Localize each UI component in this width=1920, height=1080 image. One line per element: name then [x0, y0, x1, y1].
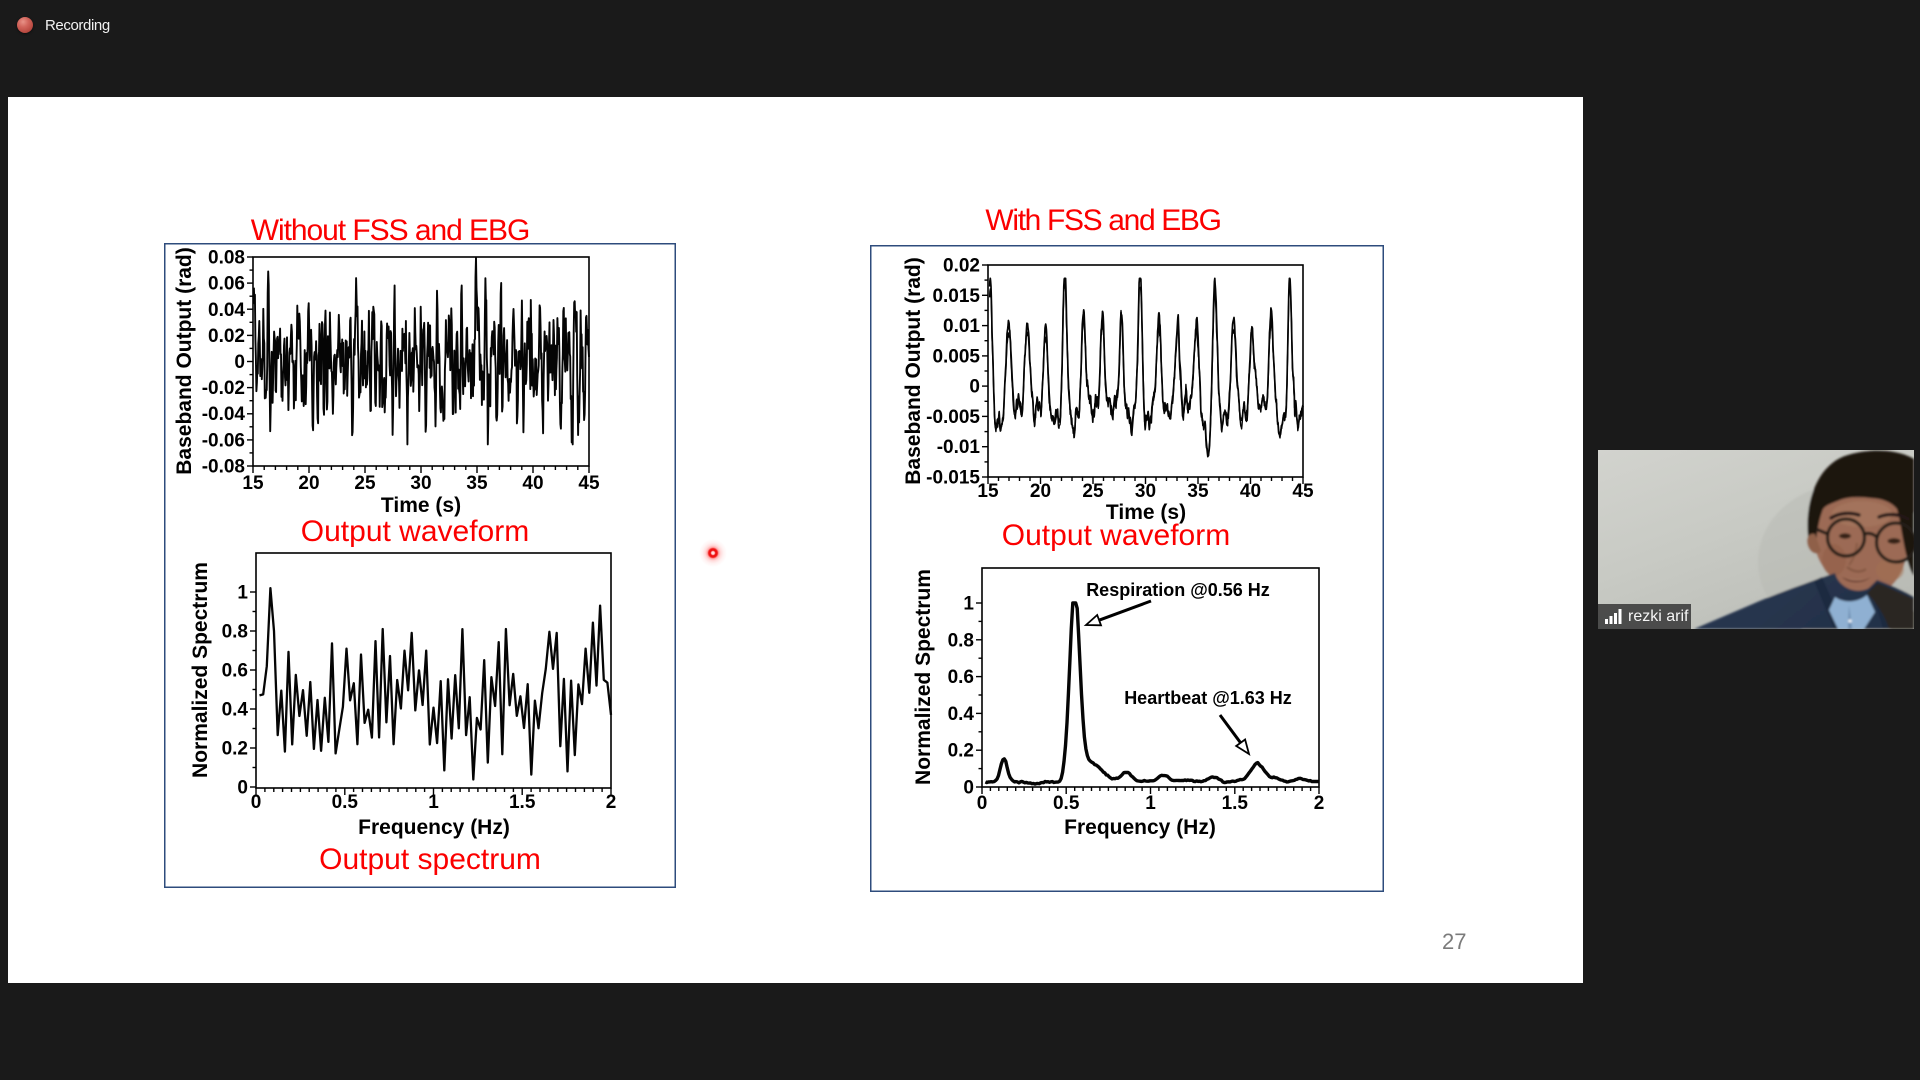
svg-text:0.06: 0.06	[208, 274, 245, 295]
svg-text:25: 25	[354, 473, 376, 494]
svg-text:15: 15	[242, 473, 264, 494]
svg-text:-0.06: -0.06	[202, 430, 245, 451]
svg-text:0: 0	[251, 792, 262, 813]
svg-text:0.8: 0.8	[948, 630, 974, 651]
svg-text:-0.08: -0.08	[202, 457, 245, 478]
svg-text:Time (s): Time (s)	[1106, 501, 1186, 524]
svg-text:1: 1	[963, 594, 974, 615]
svg-text:0.5: 0.5	[332, 792, 359, 813]
svg-text:0: 0	[963, 778, 974, 799]
svg-text:30: 30	[1135, 481, 1156, 502]
svg-text:0.02: 0.02	[208, 326, 245, 347]
svg-text:1.5: 1.5	[509, 792, 536, 813]
svg-text:45: 45	[1292, 481, 1314, 502]
svg-text:30: 30	[410, 473, 431, 494]
svg-text:45: 45	[578, 473, 600, 494]
svg-text:35: 35	[1187, 481, 1209, 502]
svg-text:-0.01: -0.01	[937, 437, 981, 458]
svg-text:0.8: 0.8	[222, 622, 248, 643]
svg-text:1: 1	[237, 583, 248, 604]
svg-text:0: 0	[977, 793, 988, 814]
svg-text:0: 0	[237, 778, 248, 799]
svg-text:25: 25	[1082, 481, 1104, 502]
svg-text:0.2: 0.2	[948, 741, 974, 762]
svg-text:0.005: 0.005	[932, 346, 980, 367]
svg-text:20: 20	[1030, 481, 1051, 502]
svg-text:0.01: 0.01	[943, 316, 980, 337]
svg-text:15: 15	[977, 481, 999, 502]
svg-text:Heartbeat @1.63 Hz: Heartbeat @1.63 Hz	[1124, 688, 1292, 708]
svg-text:0: 0	[969, 377, 980, 398]
svg-text:-0.015: -0.015	[926, 468, 980, 489]
svg-text:Normalized Spectrum: Normalized Spectrum	[189, 562, 212, 778]
svg-text:1: 1	[428, 792, 439, 813]
svg-text:2: 2	[1314, 793, 1325, 814]
svg-text:Normalized Spectrum: Normalized Spectrum	[912, 569, 935, 785]
svg-text:20: 20	[298, 473, 319, 494]
svg-text:-0.02: -0.02	[202, 378, 245, 399]
svg-text:Baseband Output (rad): Baseband Output (rad)	[173, 247, 196, 475]
svg-text:0.02: 0.02	[943, 256, 980, 277]
svg-text:40: 40	[522, 473, 543, 494]
svg-text:0.015: 0.015	[932, 286, 980, 307]
svg-text:Time (s): Time (s)	[381, 494, 461, 517]
svg-text:0: 0	[234, 352, 245, 373]
svg-text:0.4: 0.4	[948, 704, 975, 725]
svg-text:Respiration @0.56 Hz: Respiration @0.56 Hz	[1086, 580, 1270, 600]
svg-text:40: 40	[1240, 481, 1261, 502]
svg-text:35: 35	[466, 473, 488, 494]
svg-text:-0.04: -0.04	[202, 404, 246, 425]
svg-text:0.6: 0.6	[222, 661, 248, 682]
svg-text:0.5: 0.5	[1053, 793, 1080, 814]
svg-text:0.04: 0.04	[208, 300, 245, 321]
svg-text:Frequency (Hz): Frequency (Hz)	[358, 816, 510, 839]
svg-text:Baseband Output (rad): Baseband Output (rad)	[902, 257, 925, 485]
svg-text:2: 2	[606, 792, 617, 813]
svg-text:0.2: 0.2	[222, 739, 248, 760]
svg-text:1.5: 1.5	[1222, 793, 1249, 814]
svg-text:0.6: 0.6	[948, 667, 974, 688]
svg-text:1: 1	[1145, 793, 1156, 814]
svg-text:Frequency (Hz): Frequency (Hz)	[1064, 816, 1216, 839]
svg-text:-0.005: -0.005	[926, 407, 980, 428]
svg-text:0.4: 0.4	[222, 700, 249, 721]
svg-text:0.08: 0.08	[208, 248, 245, 269]
